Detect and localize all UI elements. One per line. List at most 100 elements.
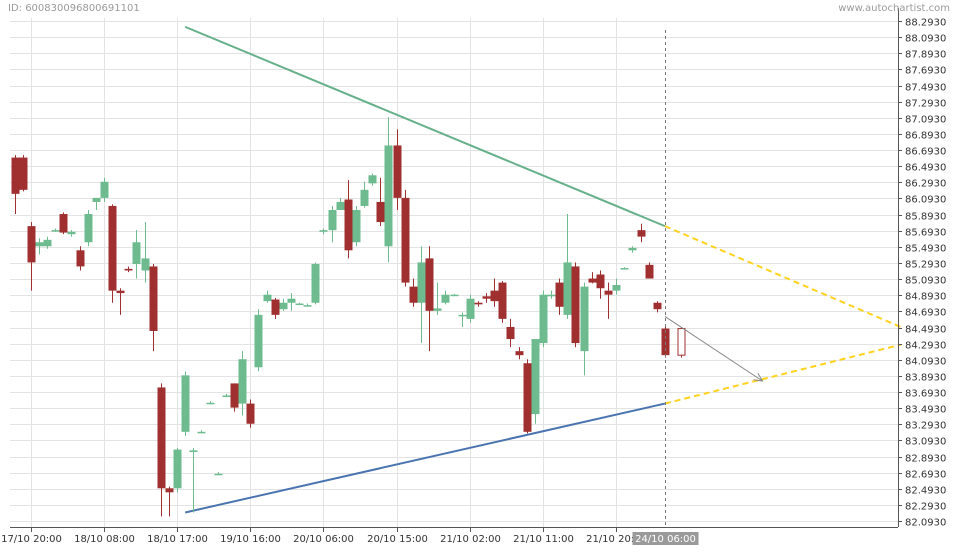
y-tick-label: 82.2930	[905, 502, 946, 513]
candle	[604, 282, 613, 319]
candle	[59, 212, 68, 235]
candle	[458, 312, 467, 327]
support-projection-line	[664, 343, 901, 405]
candle-body	[254, 314, 263, 368]
candle-body	[539, 294, 548, 344]
candle	[539, 290, 548, 348]
y-tick-label: 84.8930	[905, 292, 946, 303]
candle	[384, 117, 393, 263]
y-tick-label: 86.8930	[905, 131, 946, 142]
candle	[124, 266, 133, 273]
candle	[588, 272, 597, 284]
candle	[563, 214, 572, 319]
x-tick-label: 21/10 20:00	[586, 534, 647, 545]
candle	[108, 204, 117, 303]
candle	[441, 290, 450, 305]
y-tick-label: 83.0930	[905, 437, 946, 448]
candle	[116, 288, 125, 315]
forecast-overlay	[664, 30, 764, 527]
candle	[263, 290, 272, 303]
y-tick-label: 83.4930	[905, 405, 946, 416]
y-tick-label: 86.0930	[905, 195, 946, 206]
forecast-candle	[677, 328, 686, 356]
candle	[360, 181, 369, 208]
candle-body	[76, 250, 85, 267]
candle	[238, 351, 247, 416]
candle	[417, 246, 426, 344]
candle-body	[612, 285, 621, 291]
candle-body	[482, 296, 491, 299]
candle	[246, 399, 255, 428]
y-tick-label: 82.8930	[905, 454, 946, 465]
y-tick-label: 82.6930	[905, 470, 946, 481]
y-tick-label: 88.2930	[905, 18, 946, 29]
candle-body	[59, 214, 68, 233]
candle	[132, 230, 141, 279]
candle	[645, 262, 654, 279]
candle-body	[555, 282, 564, 307]
candle	[214, 472, 223, 476]
candle-body	[222, 395, 231, 398]
y-tick-label: 85.4930	[905, 244, 946, 255]
candle	[352, 205, 361, 247]
candle-body	[19, 157, 28, 190]
candle-body	[189, 450, 198, 452]
candle-body	[523, 363, 532, 432]
candle-body	[303, 305, 312, 307]
y-tick-label: 84.6930	[905, 308, 946, 319]
candle	[295, 302, 304, 306]
candle-body	[344, 199, 353, 251]
candle	[450, 293, 459, 297]
candle	[311, 262, 320, 305]
candle	[197, 430, 206, 434]
candle	[596, 270, 605, 299]
candle	[149, 264, 158, 352]
candle	[67, 230, 76, 237]
candle	[628, 246, 637, 253]
candle-body	[84, 214, 93, 243]
candle	[547, 290, 556, 299]
y-tick-label: 86.2930	[905, 179, 946, 190]
y-tick-label: 82.0930	[905, 518, 946, 529]
y-tick-label: 84.2930	[905, 341, 946, 352]
x-tick-label: 20/10 06:00	[293, 534, 354, 545]
candle	[620, 267, 629, 270]
candle-body	[271, 299, 280, 315]
candle	[490, 278, 499, 307]
y-tick-label: 85.0930	[905, 276, 946, 287]
candle	[222, 393, 231, 398]
axes: 88.2930 88.0930 87.8930 87.6930 87.4930 87.29…	[1, 8, 946, 545]
y-tick-label: 83.2930	[905, 421, 946, 432]
candle-body	[376, 201, 385, 223]
x-tick-label: 21/10 11:00	[513, 534, 574, 545]
candle-body	[661, 328, 670, 356]
candle-body	[279, 302, 288, 310]
candle	[27, 222, 36, 291]
candle-body	[35, 242, 44, 247]
candle-body	[637, 230, 646, 237]
candle	[336, 197, 345, 210]
candle-body	[181, 375, 190, 432]
candle-body	[596, 274, 605, 289]
candle-body	[474, 302, 483, 305]
candle-body	[214, 473, 223, 476]
candle	[368, 173, 377, 186]
candle	[425, 246, 434, 352]
y-tick-label: 87.6930	[905, 66, 946, 77]
y-tick-label: 85.6930	[905, 228, 946, 239]
y-tick-label: 82.4930	[905, 486, 946, 497]
candle	[279, 298, 288, 311]
y-tick-label: 83.8930	[905, 373, 946, 384]
candle-body	[563, 262, 572, 315]
candle	[523, 359, 532, 434]
candle-body	[295, 303, 304, 306]
current-time-label: 24/10 06:00	[635, 534, 696, 545]
candle-body	[588, 278, 597, 283]
candle-body	[100, 181, 109, 198]
candle	[580, 282, 589, 376]
y-tick-label: 87.8930	[905, 50, 946, 61]
candle-body	[604, 290, 613, 295]
candle	[35, 238, 44, 255]
candle	[206, 401, 215, 405]
